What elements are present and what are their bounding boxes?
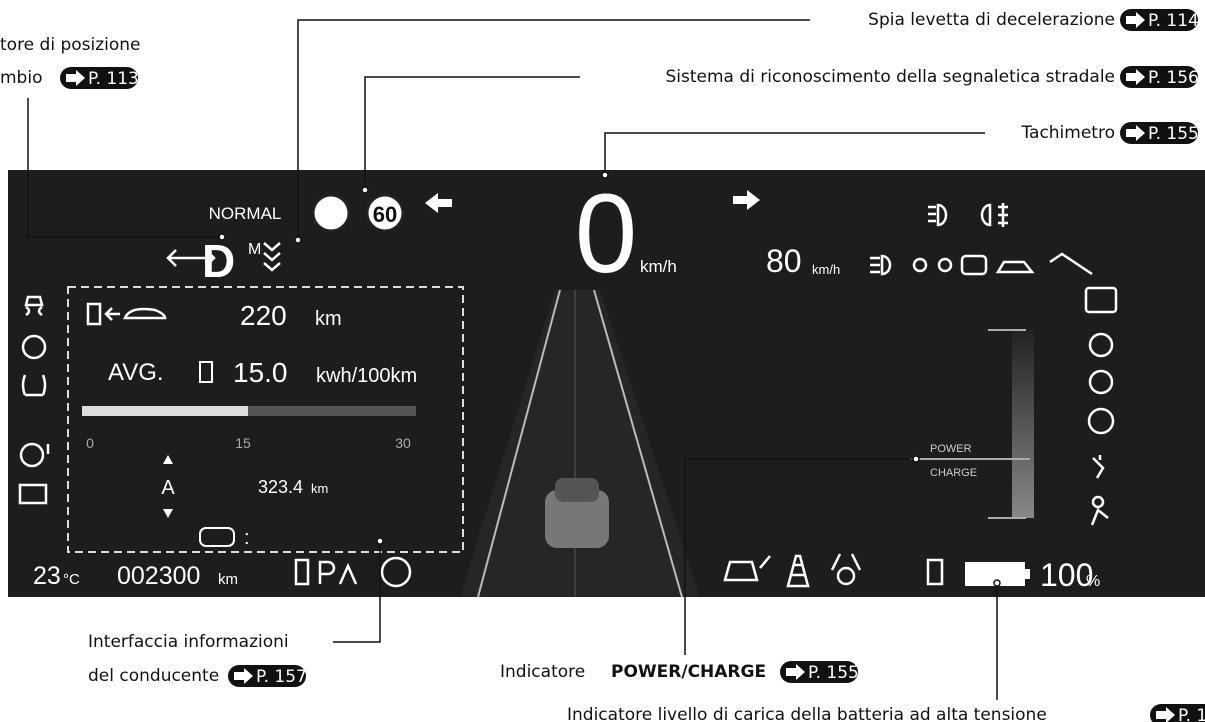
page-ref-text: P. 113	[88, 69, 139, 89]
power-label: POWER	[930, 443, 972, 455]
overtake-sign	[313, 195, 349, 231]
diagram: NORMAL D M 60 0 km/h 80 km/h POWER CHARG…	[0, 0, 1205, 722]
trip-unit: km	[311, 481, 328, 496]
avg-label: AVG.	[108, 359, 164, 386]
scale-label: 30	[395, 435, 411, 451]
speed-unit: km/h	[640, 257, 677, 276]
page-ref: P. 155	[1120, 122, 1199, 144]
callout-text: Indicatore	[500, 662, 585, 682]
page-ref-text: P. 114	[1148, 11, 1199, 31]
callout-text: tore di posizione	[0, 35, 141, 55]
speed-sign-value: 60	[373, 202, 397, 227]
page-ref-text: P. 155	[1178, 706, 1205, 722]
scale-label: 15	[235, 435, 251, 451]
range: 220	[240, 300, 287, 331]
temp-unit: °C	[63, 571, 80, 588]
gear-manual: M	[248, 241, 261, 258]
callout-text: Spia levetta di decelerazione	[868, 10, 1115, 30]
callout-text: Tachimetro	[1020, 123, 1115, 143]
speed: 0	[575, 171, 637, 296]
page-ref: P. 157	[228, 665, 307, 687]
battery-tip	[1025, 569, 1030, 579]
page-ref-text: P. 155	[1148, 124, 1199, 144]
bar-fill	[82, 406, 248, 416]
page-ref-text: P. 155	[808, 663, 859, 683]
avg-unit: kwh/100km	[316, 365, 417, 387]
callout-text: Sistema di riconoscimento della segnalet…	[666, 67, 1116, 87]
drive-mode: NORMAL	[209, 204, 282, 223]
page-ref: P. 156	[1120, 66, 1199, 88]
page-ref: P. 114	[1120, 9, 1199, 31]
cruise-unit: km/h	[812, 262, 840, 277]
scale-label: 0	[86, 435, 94, 451]
trip-value: 323.4	[258, 477, 303, 497]
callout-text: Indicatore livello di carica della batte…	[567, 705, 1047, 722]
callout-text: del conducente	[88, 666, 219, 686]
cruise: 80	[766, 243, 802, 279]
power-gauge	[1012, 330, 1034, 518]
callout-text: POWER/CHARGE	[611, 662, 766, 682]
callout-text: Interfaccia informazioni	[88, 632, 289, 652]
page-ref: P. 155	[780, 661, 859, 683]
page-ref: P. 113	[60, 67, 139, 89]
page-ref-text: P. 156	[1148, 68, 1199, 88]
page-ref-text: P. 157	[256, 667, 307, 687]
charge-label: CHARGE	[930, 467, 977, 479]
timer: :	[244, 527, 250, 549]
odometer: 002300	[117, 562, 200, 590]
odometer-unit: km	[218, 571, 238, 588]
trip: A	[161, 477, 175, 499]
battery-unit: %	[1086, 573, 1100, 590]
avg: 15.0	[233, 357, 288, 388]
callout-text: mbio	[0, 68, 42, 88]
gear: D	[202, 235, 235, 287]
temp: 23	[33, 562, 61, 590]
page-ref: P. 155	[1150, 704, 1205, 722]
range-unit: km	[315, 308, 342, 330]
